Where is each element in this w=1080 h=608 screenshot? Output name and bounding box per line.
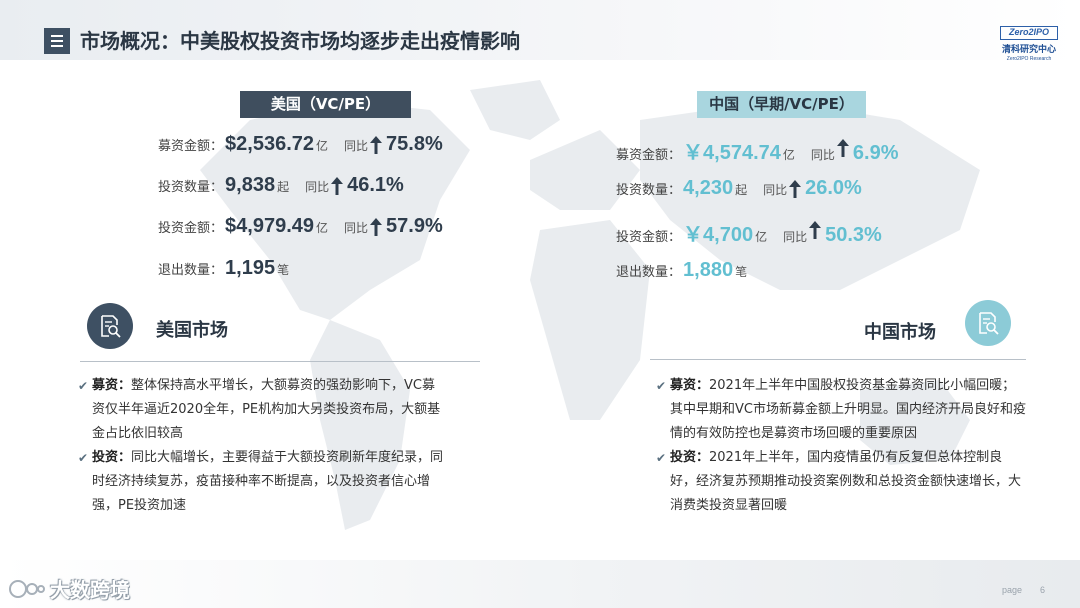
bullet-text: 同比大幅增长，主要得益于大额投资刷新年度纪录，同时经济持续复苏，疫苗接种率不断提… — [92, 450, 444, 513]
us-metric-exits: 退出数量： 1,195 笔 — [158, 257, 289, 281]
us-metric-fundraising: 募资金额： $2,536.72 亿 同比 75.8% — [158, 133, 443, 157]
metric-value: 1,880 — [683, 259, 734, 281]
header-band — [0, 0, 1080, 60]
watermark-text: 大数跨境 — [50, 578, 130, 602]
yoy-label: 同比 — [763, 183, 788, 197]
logo-brand: Zero2IPO — [1000, 26, 1058, 40]
metric-unit: 亿 — [316, 221, 329, 235]
arrow-up-icon — [789, 180, 802, 198]
cn-metric-investment: 投资金额： ￥4,700 亿 同比 50.3% — [616, 218, 882, 246]
arrow-up-icon — [370, 218, 383, 236]
cn-market-title: 中国市场 — [864, 322, 936, 343]
bullet-head: 募资： — [670, 378, 710, 393]
metric-unit: 笔 — [277, 263, 290, 277]
metric-label: 募资金额： — [616, 148, 682, 163]
arrow-up-icon — [331, 177, 344, 195]
yoy-label: 同比 — [783, 230, 808, 244]
metric-unit: 起 — [277, 180, 290, 194]
bullet-text: 2021年上半年，国内疫情虽仍有反复但总体控制良好，经济复苏预期推动投资案例数和… — [670, 450, 1022, 513]
metric-unit: 亿 — [755, 230, 768, 244]
bullet-text: 整体保持高水平增长，大额募资的强劲影响下，VC募资仅半年逼近2020全年，PE机… — [92, 378, 441, 441]
bullet-head: 投资： — [92, 450, 132, 465]
metric-unit: 亿 — [316, 139, 329, 153]
cn-metric-deal-count: 投资数量： 4,230 起 同比 26.0% — [616, 177, 862, 201]
metric-value: 4,230 — [683, 177, 734, 199]
divider — [80, 361, 480, 362]
metric-value: $2,536.72 — [225, 133, 314, 155]
cn-metric-exits: 退出数量： 1,880 笔 — [616, 259, 747, 283]
metric-label: 退出数量： — [616, 265, 682, 280]
bullet-text: 2021年上半年中国股权投资基金募资同比小幅回暖；其中早期和VC市场新募金额上升… — [670, 378, 1026, 441]
bullet-head: 投资： — [670, 450, 710, 465]
document-search-icon — [965, 300, 1011, 346]
document-search-icon — [87, 303, 133, 349]
divider — [650, 359, 1026, 360]
yoy-label: 同比 — [305, 180, 330, 194]
metric-label: 投资金额： — [158, 221, 224, 236]
metric-label: 退出数量： — [158, 263, 224, 278]
list-item: ✔ 募资：2021年上半年中国股权投资基金募资同比小幅回暖；其中早期和VC市场新… — [656, 374, 1026, 446]
metric-pct: 75.8% — [386, 133, 443, 155]
page-label: page — [1002, 585, 1023, 595]
footer-band — [0, 560, 1080, 608]
world-map-background — [200, 80, 980, 530]
us-bullet-list: ✔ 募资：整体保持高水平增长，大额募资的强劲影响下，VC募资仅半年逼近2020全… — [78, 374, 444, 518]
arrow-up-icon — [836, 139, 849, 157]
metric-label: 募资金额： — [158, 139, 224, 154]
metric-pct: 26.0% — [805, 177, 862, 199]
yoy-label: 同比 — [344, 221, 369, 235]
list-item: ✔ 投资：同比大幅增长，主要得益于大额投资刷新年度纪录，同时经济持续复苏，疫苗接… — [78, 446, 444, 518]
us-metric-investment: 投资金额： $4,979.49 亿 同比 57.9% — [158, 215, 443, 239]
check-icon: ✔ — [656, 379, 667, 393]
list-item: ✔ 投资：2021年上半年，国内疫情虽仍有反复但总体控制良好，经济复苏预期推动投… — [656, 446, 1026, 518]
check-icon: ✔ — [656, 451, 667, 465]
zero2ipo-logo: Zero2IPO 清科研究中心 Zero2IPO Research — [1000, 26, 1058, 62]
us-tag: 美国（VC/PE） — [240, 91, 411, 118]
page-number: 6 — [1040, 585, 1046, 595]
yoy-label: 同比 — [344, 139, 369, 153]
cn-tag: 中国（早期/VC/PE） — [697, 91, 866, 118]
yoy-label: 同比 — [810, 148, 835, 162]
metric-pct: 6.9% — [852, 142, 899, 164]
logo-en: Zero2IPO Research — [1006, 56, 1052, 62]
arrow-up-icon — [809, 221, 822, 239]
us-market-title: 美国市场 — [156, 320, 228, 341]
page-title: 市场概况：中美股权投资市场均逐步走出疫情影响 — [80, 29, 520, 53]
metric-value: ￥4,574.74 — [683, 142, 781, 164]
watermark-logo-icon — [9, 579, 45, 598]
list-icon — [44, 28, 70, 54]
metric-value: ￥4,700 — [683, 224, 754, 246]
metric-value: 1,195 — [225, 257, 276, 279]
metric-unit: 起 — [735, 183, 748, 197]
metric-pct: 46.1% — [347, 174, 404, 196]
us-metric-deal-count: 投资数量： 9,838 起 同比 46.1% — [158, 174, 404, 198]
metric-label: 投资数量： — [616, 183, 682, 198]
bullet-head: 募资： — [92, 378, 132, 393]
metric-label: 投资数量： — [158, 180, 224, 195]
logo-cn: 清科研究中心 — [1001, 45, 1056, 55]
cn-bullet-list: ✔ 募资：2021年上半年中国股权投资基金募资同比小幅回暖；其中早期和VC市场新… — [656, 374, 1026, 518]
arrow-up-icon — [370, 136, 383, 154]
check-icon: ✔ — [78, 379, 89, 393]
list-item: ✔ 募资：整体保持高水平增长，大额募资的强劲影响下，VC募资仅半年逼近2020全… — [78, 374, 444, 446]
check-icon: ✔ — [78, 451, 89, 465]
watermark: 大数跨境 — [8, 574, 130, 603]
metric-unit: 笔 — [735, 265, 748, 279]
metric-value: $4,979.49 — [225, 215, 314, 237]
cn-metric-fundraising: 募资金额： ￥4,574.74 亿 同比 6.9% — [616, 136, 899, 164]
metric-pct: 57.9% — [386, 215, 443, 237]
metric-unit: 亿 — [782, 148, 795, 162]
metric-label: 投资金额： — [616, 230, 682, 245]
metric-value: 9,838 — [225, 174, 276, 196]
metric-pct: 50.3% — [825, 224, 882, 246]
